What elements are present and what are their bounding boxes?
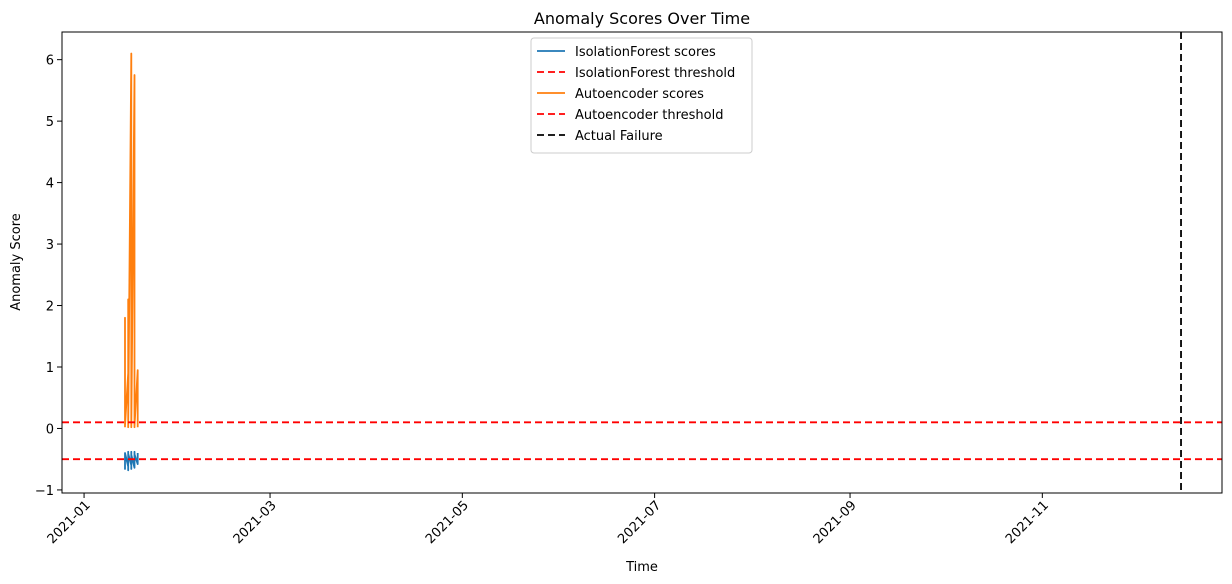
y-tick-label: 5 — [46, 115, 54, 130]
chart-title: Anomaly Scores Over Time — [534, 9, 750, 28]
isolationforest-scores-line — [124, 450, 139, 472]
x-axis-label: Time — [625, 560, 658, 575]
plot-frame — [61, 31, 1223, 494]
x-tick-label: 2021-05 — [423, 498, 472, 547]
legend: IsolationForest scores IsolationForest th… — [530, 37, 753, 154]
y-tick-label: 0 — [46, 422, 54, 437]
y-tick-label: 6 — [46, 54, 54, 69]
x-tick-label: 2021-01 — [45, 498, 94, 547]
x-tick-label: 2021-11 — [1003, 498, 1052, 547]
x-tick-label: 2021-03 — [231, 498, 280, 547]
y-tick-label: 3 — [46, 238, 54, 253]
x-tick-label: 2021-07 — [615, 498, 664, 547]
legend-label: Actual Failure — [575, 129, 663, 144]
autoencoder-scores-line — [124, 52, 139, 429]
legend-label: IsolationForest scores — [575, 45, 716, 60]
legend-label: IsolationForest threshold — [575, 66, 735, 81]
y-tick-label: 2 — [46, 300, 54, 315]
legend-label: Autoencoder scores — [575, 87, 704, 102]
plot-area — [62, 32, 1222, 493]
y-axis: −1 0 1 2 3 4 5 6 — [35, 54, 62, 499]
y-axis-label: Anomaly Score — [9, 213, 24, 311]
y-tick-label: 1 — [46, 361, 54, 376]
x-axis: 2021-01 2021-03 2021-05 2021-07 2021-09 2021-… — [45, 493, 1052, 547]
legend-label: Autoencoder threshold — [575, 108, 723, 123]
x-tick-label: 2021-09 — [811, 498, 860, 547]
y-tick-label: −1 — [35, 484, 54, 499]
y-tick-label: 4 — [46, 177, 54, 192]
legend-box — [530, 37, 753, 154]
